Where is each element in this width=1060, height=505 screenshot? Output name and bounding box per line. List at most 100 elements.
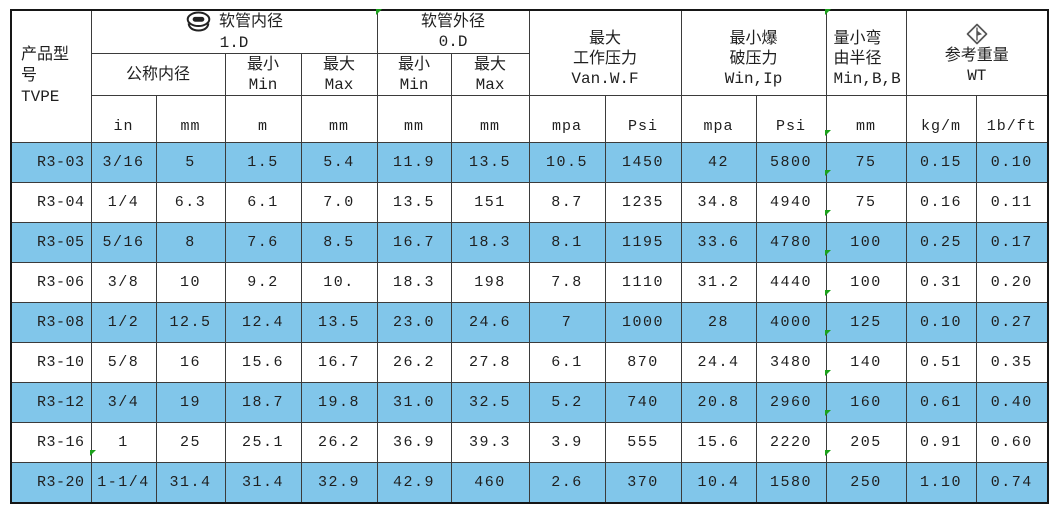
value-cell: 33.6 — [680, 222, 757, 263]
value-cell: 1000 — [604, 302, 682, 343]
table-row: R3-05 5/16 8 7.6 8.5 16.7 18.3 8.1 1195 33.6 4780 1… — [10, 222, 1049, 263]
weight-section-title: 参考重量 WT — [944, 46, 1009, 85]
header-id-max: 最大 Max — [300, 53, 378, 96]
header-max-working-pressure: 最大 工作压力 Van.W.F — [528, 9, 682, 96]
unit-label: mm — [450, 95, 530, 143]
value-cell: 12.5 — [155, 302, 226, 343]
value-cell: 8 — [155, 222, 226, 263]
value-cell: 5 — [155, 142, 226, 183]
header-reference-weight: 参考重量 WT — [905, 9, 1049, 96]
unit-label: mm — [376, 95, 452, 143]
value-cell: 1110 — [604, 262, 682, 303]
value-cell: 26.2 — [300, 422, 378, 463]
value-cell: 0.10 — [975, 142, 1049, 183]
value-cell: 32.9 — [300, 462, 378, 503]
value-cell: 34.8 — [680, 182, 757, 223]
value-cell: 39.3 — [450, 422, 530, 463]
value-cell: 1 — [90, 422, 157, 463]
value-cell: 11.9 — [376, 142, 452, 183]
value-cell: 5.2 — [528, 382, 606, 423]
hose-spec-table: 产品型 号 TVPE 软管内径 1.D — [10, 9, 1050, 504]
value-cell: 0.16 — [905, 182, 977, 223]
table-row: R3-03 3/16 5 1.5 5.4 11.9 13.5 10.5 1450 42 5800 75… — [10, 142, 1049, 183]
value-cell: 16.7 — [376, 222, 452, 263]
value-cell: 0.31 — [905, 262, 977, 303]
od-section-title: 软管外径 — [421, 13, 486, 31]
value-cell: 1450 — [604, 142, 682, 183]
unit-label: kg/m — [905, 95, 977, 143]
value-cell: 31.4 — [155, 462, 226, 503]
model-cell: R3-05 — [10, 222, 92, 263]
value-cell: 1580 — [755, 462, 827, 503]
value-cell: 31.2 — [680, 262, 757, 303]
value-cell: 3/8 — [90, 262, 157, 303]
id-section-title: 软管内径 — [219, 13, 284, 31]
model-cell: R3-10 — [10, 342, 92, 383]
value-cell: 0.35 — [975, 342, 1049, 383]
value-cell: 16.7 — [300, 342, 378, 383]
value-cell: 250 — [825, 462, 907, 503]
value-cell: 1235 — [604, 182, 682, 223]
value-cell: 205 — [825, 422, 907, 463]
value-cell: 555 — [604, 422, 682, 463]
header-min-burst-pressure: 最小爆 破压力 Win,Ip — [680, 9, 827, 96]
value-cell: 4780 — [755, 222, 827, 263]
value-cell: 5/8 — [90, 342, 157, 383]
value-cell: 9.2 — [224, 262, 302, 303]
value-cell: 8.5 — [300, 222, 378, 263]
value-cell: 3.9 — [528, 422, 606, 463]
header-hose-inner-diameter: 软管内径 1.D — [90, 9, 378, 54]
model-cell: R3-12 — [10, 382, 92, 423]
value-cell: 151 — [450, 182, 530, 223]
value-cell: 7 — [528, 302, 606, 343]
model-cell: R3-06 — [10, 262, 92, 303]
value-cell: 32.5 — [450, 382, 530, 423]
value-cell: 6.1 — [528, 342, 606, 383]
id-section-subtitle: 1.D — [219, 34, 249, 52]
value-cell: 6.1 — [224, 182, 302, 223]
value-cell: 0.40 — [975, 382, 1049, 423]
unit-label: mm — [155, 95, 226, 143]
table-row: R3-04 1/4 6.3 6.1 7.0 13.5 151 8.7 1235 34.8 4940 7… — [10, 182, 1049, 223]
value-cell: 2.6 — [528, 462, 606, 503]
value-cell: 10. — [300, 262, 378, 303]
header-od-min: 最小 Min — [376, 53, 452, 96]
value-cell: 16 — [155, 342, 226, 383]
model-cell: R3-20 — [10, 462, 92, 503]
value-cell: 20.8 — [680, 382, 757, 423]
model-cell: R3-16 — [10, 422, 92, 463]
value-cell: 0.61 — [905, 382, 977, 423]
value-cell: 7.8 — [528, 262, 606, 303]
unit-label: m — [224, 95, 302, 143]
value-cell: 1.10 — [905, 462, 977, 503]
table-row: R3-16 1 25 25.1 26.2 36.9 39.3 3.9 555 15.6 2220 20… — [10, 422, 1049, 463]
value-cell: 1/4 — [90, 182, 157, 223]
table-row: R3-10 5/8 16 15.6 16.7 26.2 27.8 6.1 870 24.4 3480… — [10, 342, 1049, 383]
value-cell: 4440 — [755, 262, 827, 303]
value-cell: 13.5 — [300, 302, 378, 343]
value-cell: 10.5 — [528, 142, 606, 183]
value-cell: 4940 — [755, 182, 827, 223]
value-cell: 0.10 — [905, 302, 977, 343]
header-hose-outer-diameter: 软管外径 0.D — [376, 9, 530, 54]
hose-ring-icon — [185, 11, 212, 33]
unit-label: 1b/ft — [975, 95, 1049, 143]
value-cell: 6.3 — [155, 182, 226, 223]
value-cell: 15.6 — [680, 422, 757, 463]
table-row: R3-08 1/2 12.5 12.4 13.5 23.0 24.6 7 1000 28 4000 1… — [10, 302, 1049, 343]
value-cell: 42 — [680, 142, 757, 183]
value-cell: 26.2 — [376, 342, 452, 383]
model-cell: R3-03 — [10, 142, 92, 183]
value-cell: 460 — [450, 462, 530, 503]
weight-diamond-icon — [966, 23, 988, 45]
value-cell: 4000 — [755, 302, 827, 343]
value-cell: 18.3 — [450, 222, 530, 263]
table-row: R3-20 1-1/4 31.4 31.4 32.9 42.9 460 2.6 370 10.4 1… — [10, 462, 1049, 503]
value-cell: 3/4 — [90, 382, 157, 423]
header-id-min: 最小 Min — [224, 53, 302, 96]
value-cell: 15.6 — [224, 342, 302, 383]
value-cell: 10.4 — [680, 462, 757, 503]
value-cell: 18.7 — [224, 382, 302, 423]
header-nominal-id: 公称内径 — [90, 53, 226, 96]
header-min-bend-radius: 量小弯 由半径 Min,B,B — [825, 9, 907, 96]
